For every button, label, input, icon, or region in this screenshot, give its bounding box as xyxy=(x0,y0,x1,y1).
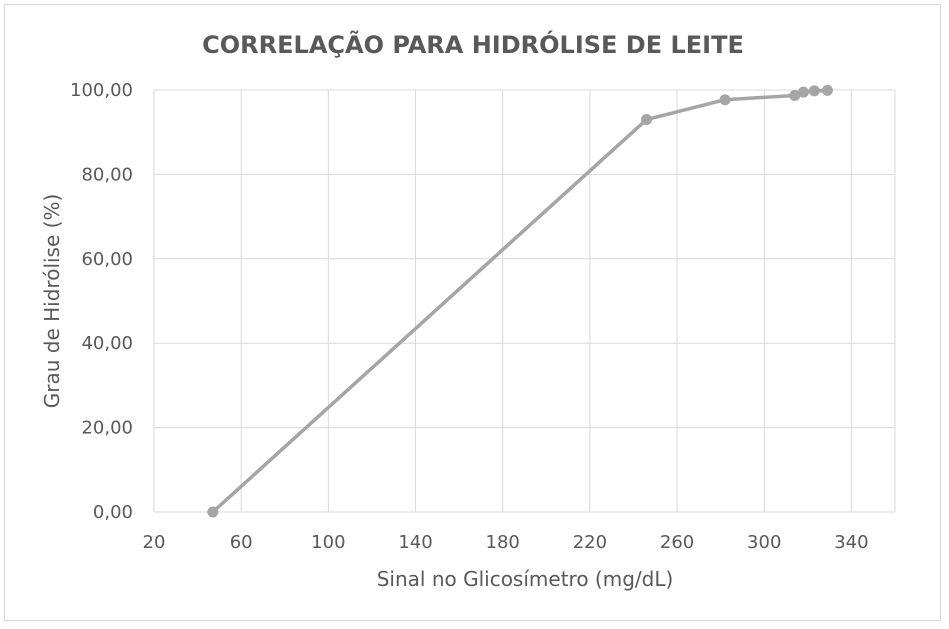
data-point xyxy=(719,94,731,106)
chart-area xyxy=(4,4,941,621)
x-tick-label: 140 xyxy=(398,532,432,553)
x-tick-label: 220 xyxy=(573,532,607,553)
data-point xyxy=(797,86,809,98)
x-tick-label: 100 xyxy=(311,532,345,553)
data-series xyxy=(207,84,833,518)
x-tick-label: 300 xyxy=(747,532,781,553)
x-tick-label: 180 xyxy=(486,532,520,553)
data-point xyxy=(821,84,833,96)
x-tick-label: 260 xyxy=(660,532,694,553)
x-tick-label: 60 xyxy=(230,532,253,553)
y-tick-label: 40,00 xyxy=(81,333,133,354)
y-tick-label: 80,00 xyxy=(81,164,133,185)
data-point xyxy=(207,506,219,518)
y-tick-label: 60,00 xyxy=(81,249,133,270)
y-axis-title: Grau de Hidrólise (%) xyxy=(40,194,64,408)
tick-labels: 0,00 20,00 40,00 60,00 80,00 100,00 20 60 100 140… xyxy=(70,80,869,553)
data-point xyxy=(808,85,820,97)
y-tick-label: 20,00 xyxy=(81,418,133,439)
gridlines xyxy=(153,89,896,513)
data-point xyxy=(789,89,801,101)
x-tick-label: 20 xyxy=(143,532,166,553)
data-point xyxy=(641,114,653,126)
x-axis-title: Sinal no Glicosímetro (mg/dL) xyxy=(377,567,674,591)
y-tick-label: 100,00 xyxy=(70,80,133,101)
series-line xyxy=(211,88,828,514)
chart-title: CORRELAÇÃO PARA HIDRÓLISE DE LEITE xyxy=(202,29,744,59)
y-tick-label: 0,00 xyxy=(93,502,133,523)
x-tick-label: 340 xyxy=(834,532,868,553)
